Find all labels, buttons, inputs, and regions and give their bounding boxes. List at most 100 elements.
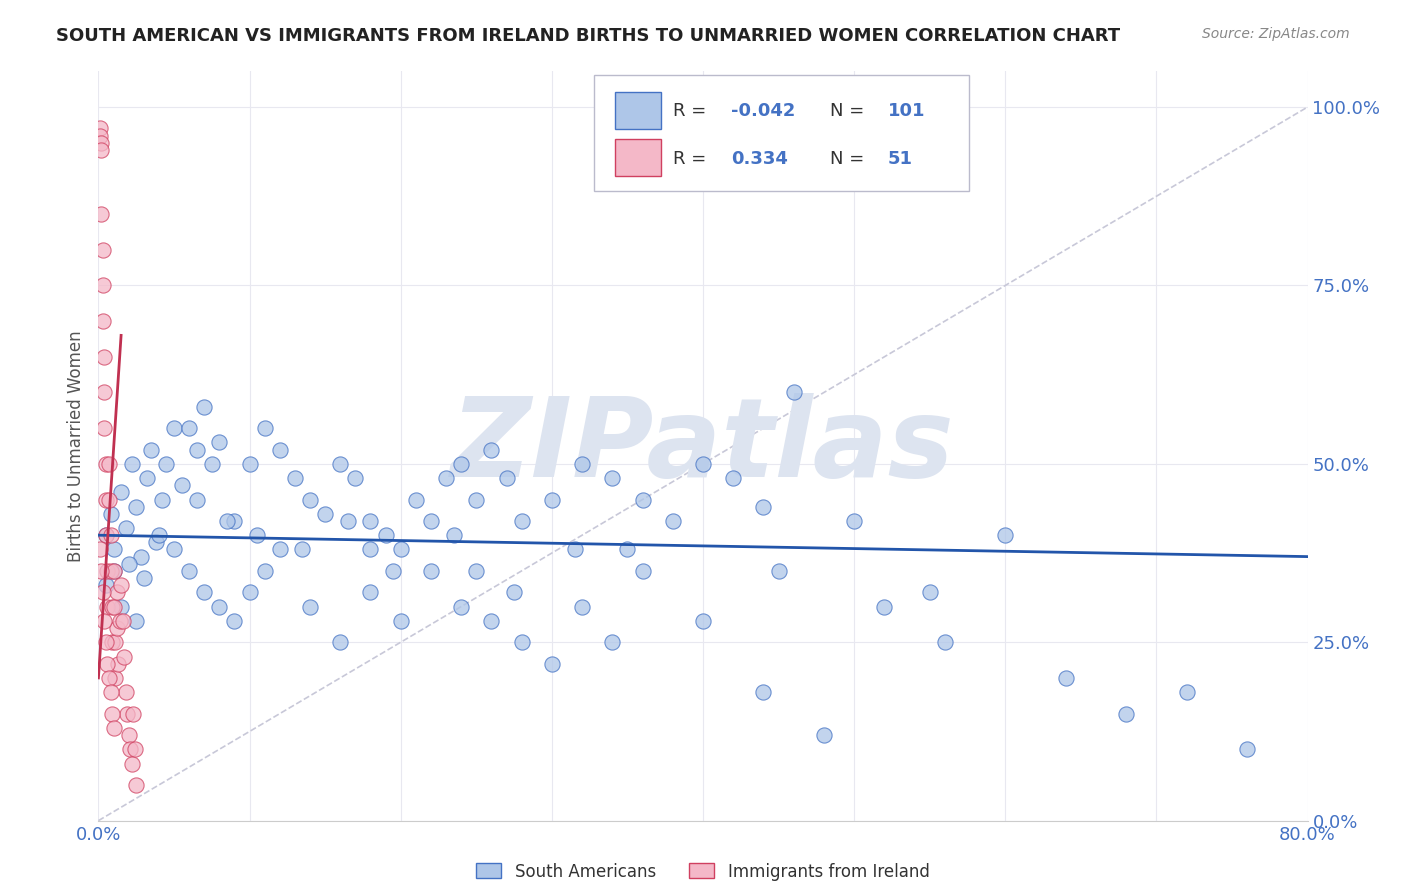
Point: [91, 278, 114, 293]
Point: [783, 385, 806, 400]
Point: [101, 635, 124, 649]
Point: [94, 528, 117, 542]
Point: [89, 121, 111, 136]
Point: [752, 685, 775, 699]
Point: [145, 535, 167, 549]
Point: [813, 728, 835, 742]
Point: [344, 471, 367, 485]
Point: [103, 564, 125, 578]
Point: [110, 578, 132, 592]
Point: [179, 564, 201, 578]
Point: [208, 435, 231, 450]
Point: [602, 471, 624, 485]
Point: [91, 585, 114, 599]
Point: [465, 564, 488, 578]
Point: [94, 457, 117, 471]
Point: [186, 492, 208, 507]
Point: [193, 585, 215, 599]
Text: 0.334: 0.334: [731, 150, 787, 168]
Point: [125, 778, 148, 792]
Point: [141, 442, 163, 457]
Point: [104, 671, 127, 685]
Text: -0.042: -0.042: [731, 102, 796, 120]
Point: [103, 564, 125, 578]
Point: [100, 685, 122, 699]
Point: [96, 564, 118, 578]
Point: [101, 706, 124, 721]
Point: [329, 635, 352, 649]
Point: [98, 492, 121, 507]
Point: [389, 542, 412, 557]
Point: [104, 635, 127, 649]
Point: [93, 350, 115, 364]
Point: [94, 492, 117, 507]
Point: [124, 742, 146, 756]
Point: [93, 614, 115, 628]
Point: [89, 128, 111, 143]
Point: [481, 614, 503, 628]
Point: [253, 564, 276, 578]
Point: [450, 599, 472, 614]
Point: [94, 578, 117, 592]
Point: [110, 599, 132, 614]
Bar: [614, 92, 661, 129]
Point: [90, 143, 112, 157]
Point: [163, 542, 186, 557]
Point: [125, 500, 148, 514]
Point: [103, 721, 125, 735]
Point: [360, 585, 382, 599]
Point: [571, 599, 593, 614]
Point: [108, 614, 131, 628]
Point: [112, 649, 135, 664]
Point: [110, 485, 132, 500]
Point: [100, 507, 122, 521]
Point: [420, 564, 443, 578]
Point: [98, 671, 121, 685]
Point: [93, 385, 115, 400]
Text: Source: ZipAtlas.com: Source: ZipAtlas.com: [1202, 27, 1350, 41]
Point: [1054, 671, 1077, 685]
Point: [752, 500, 775, 514]
Point: [602, 635, 624, 649]
Point: [96, 599, 118, 614]
Text: 101: 101: [889, 102, 925, 120]
Point: [114, 521, 136, 535]
Text: N =: N =: [830, 102, 870, 120]
Point: [360, 514, 382, 528]
Point: [89, 542, 111, 557]
Point: [208, 599, 231, 614]
Y-axis label: Births to Unmarried Women: Births to Unmarried Women: [66, 330, 84, 562]
Point: [93, 421, 115, 435]
FancyBboxPatch shape: [595, 75, 969, 191]
Point: [122, 706, 145, 721]
Text: ZIPatlas: ZIPatlas: [451, 392, 955, 500]
Point: [224, 514, 246, 528]
Point: [163, 421, 186, 435]
Point: [768, 564, 790, 578]
Point: [155, 457, 177, 471]
Point: [405, 492, 427, 507]
Point: [253, 421, 276, 435]
Point: [121, 756, 143, 771]
Point: [631, 492, 654, 507]
Point: [434, 471, 457, 485]
Point: [382, 564, 405, 578]
Point: [90, 207, 112, 221]
Point: [360, 542, 382, 557]
Point: [103, 599, 125, 614]
Point: [374, 528, 396, 542]
Point: [90, 564, 112, 578]
Point: [994, 528, 1017, 542]
Point: [1115, 706, 1137, 721]
Point: [193, 400, 215, 414]
Point: [540, 657, 562, 671]
Point: [150, 492, 173, 507]
Point: [91, 314, 114, 328]
Point: [148, 528, 170, 542]
Text: N =: N =: [830, 150, 870, 168]
Point: [100, 528, 122, 542]
Point: [94, 528, 117, 542]
Point: [571, 457, 593, 471]
Point: [616, 542, 638, 557]
Point: [934, 635, 956, 649]
